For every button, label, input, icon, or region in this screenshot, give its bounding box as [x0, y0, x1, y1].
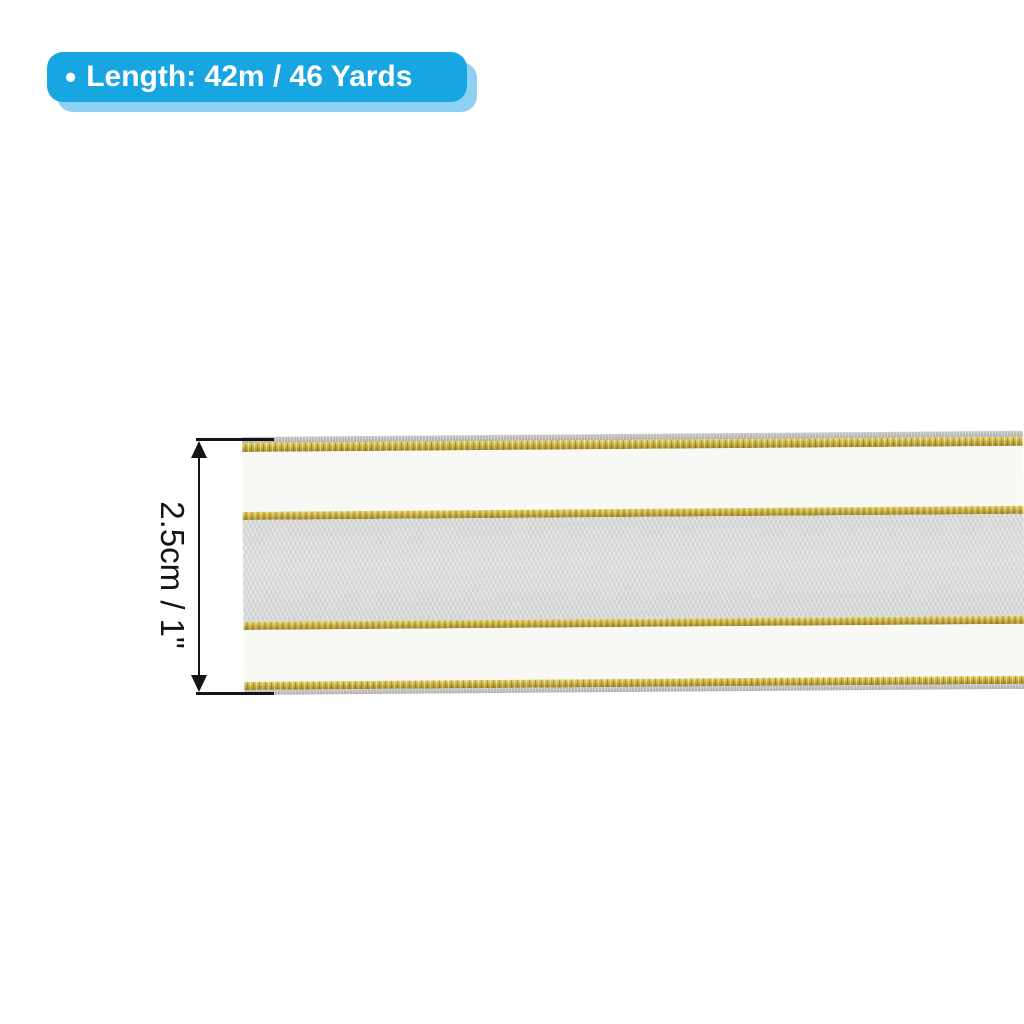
badge-bullet: • — [65, 59, 77, 95]
dimension-arrow-up-icon — [191, 441, 207, 458]
ribbon-satin-band-top — [242, 445, 1024, 513]
dimension-arrow-down-icon — [191, 675, 207, 692]
dimension-tick-top — [196, 438, 274, 441]
badge-label: Length: 42m / 46 Yards — [86, 60, 413, 93]
dimension-line — [198, 448, 200, 686]
length-badge: • Length: 42m / 46 Yards — [47, 52, 467, 102]
dimension-tick-bottom — [196, 692, 274, 695]
ribbon-satin-band-bottom — [243, 623, 1024, 682]
ribbon-organza-center — [242, 513, 1024, 622]
dimension-label: 2.5cm / 1" — [154, 501, 191, 649]
ribbon-image — [241, 430, 1024, 695]
